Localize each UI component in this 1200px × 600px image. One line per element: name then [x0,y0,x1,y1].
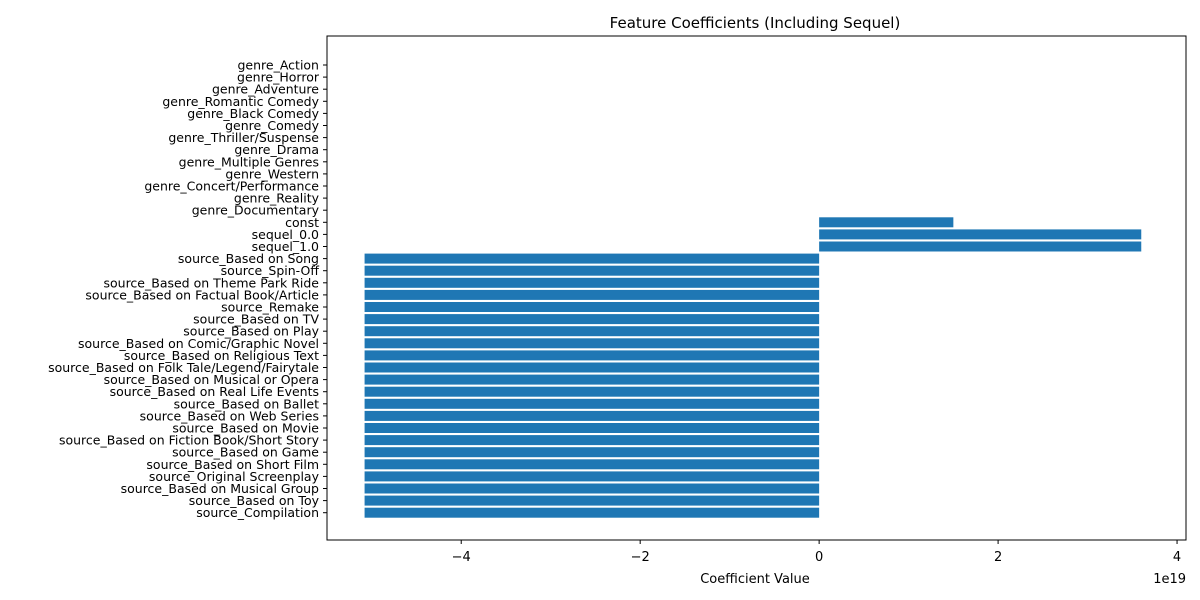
y-tick-label: genre_Action [237,58,319,73]
x-axis-offset-label: 1e19 [1153,572,1186,587]
y-tick-label: genre_Horror [237,70,320,85]
bar [364,314,820,325]
bar [364,459,820,470]
y-tick-label: source_Based on Theme Park Ride [103,275,319,290]
bar [364,289,820,300]
plot-area-frame [326,35,1187,541]
y-tick-label: source_Original Screenplay [149,469,320,484]
x-tick-label: 0 [815,550,823,565]
y-tick-label: const [285,215,319,230]
y-tick-label: source_Based on Fiction Book/Short Story [59,433,320,448]
y-axis-ticks: genre_Actiongenre_Horrorgenre_Adventureg… [48,58,327,520]
bar [364,338,820,349]
y-tick-label: source_Compilation [196,505,319,520]
bar [364,410,820,421]
y-tick-label: genre_Romantic Comedy [162,94,319,109]
bar [364,507,820,518]
bar [364,326,820,337]
x-axis-ticks: −4 −2 0 2 4 [452,540,1181,565]
y-tick-label: genre_Thriller/Suspense [168,130,319,145]
x-tick-label: −2 [631,550,650,565]
x-tick-label: −4 [452,550,471,565]
y-tick-label: genre_Comedy [225,118,320,133]
y-tick-label: source_Based on Song [178,251,319,266]
y-tick-label: genre_Documentary [192,203,320,218]
bar [364,423,820,433]
y-tick-label: genre_Concert/Performance [144,179,319,194]
y-tick-label: source_Based on Musical or Opera [104,372,319,387]
y-tick-label: source_Based on Real Life Events [110,384,319,399]
bars-layer [364,217,1142,518]
x-tick-label: 2 [994,550,1002,565]
bar [364,495,820,506]
bar [364,265,820,276]
y-tick-label: genre_Reality [234,191,320,206]
x-tick-label: 4 [1173,550,1181,565]
y-tick-label: sequel_0.0 [252,227,319,242]
bar [364,398,820,409]
y-tick-label: source_Based on Factual Book/Article [85,287,319,302]
bar [364,483,820,494]
y-tick-label: genre_Black Comedy [187,106,319,121]
chart-title: Feature Coefficients (Including Sequel) [610,14,901,32]
y-tick-label: source_Based on Religious Text [124,348,319,363]
bar [819,217,954,228]
bar [364,350,820,361]
y-tick-label: source_Based on Short Film [146,457,319,472]
y-tick-label: source_Based on Movie [172,421,319,436]
y-tick-label: source_Based on Folk Tale/Legend/Fairyta… [48,360,319,375]
y-tick-label: genre_Drama [234,142,319,157]
y-tick-label: genre_Multiple Genres [179,154,319,169]
bar [364,386,820,397]
y-tick-label: source_Spin-Off [221,263,320,278]
y-tick-label: source_Based on Play [183,324,319,339]
bar [364,471,820,482]
y-tick-label: sequel_1.0 [252,239,319,254]
x-axis-label: Coefficient Value [700,572,810,587]
bar [364,277,820,288]
y-tick-label: source_Based on Game [172,445,319,460]
bar [819,241,1142,252]
y-tick-label: source_Based on Comic/Graphic Novel [78,336,319,351]
y-tick-label: source_Based on Web Series [140,408,319,423]
y-tick-label: source_Based on Toy [189,493,320,508]
bar [364,362,820,373]
bar [364,302,820,312]
y-tick-label: source_Remake [221,300,319,315]
y-tick-label: genre_Adventure [212,82,319,97]
bar [364,374,820,385]
bar [819,229,1142,240]
y-tick-label: source_Based on Ballet [174,396,320,411]
bar [364,435,820,446]
bar [364,447,820,458]
bar [364,253,820,264]
y-tick-label: source_Based on TV [193,312,319,327]
y-tick-label: source_Based on Musical Group [121,481,319,496]
y-tick-label: genre_Western [225,166,319,181]
